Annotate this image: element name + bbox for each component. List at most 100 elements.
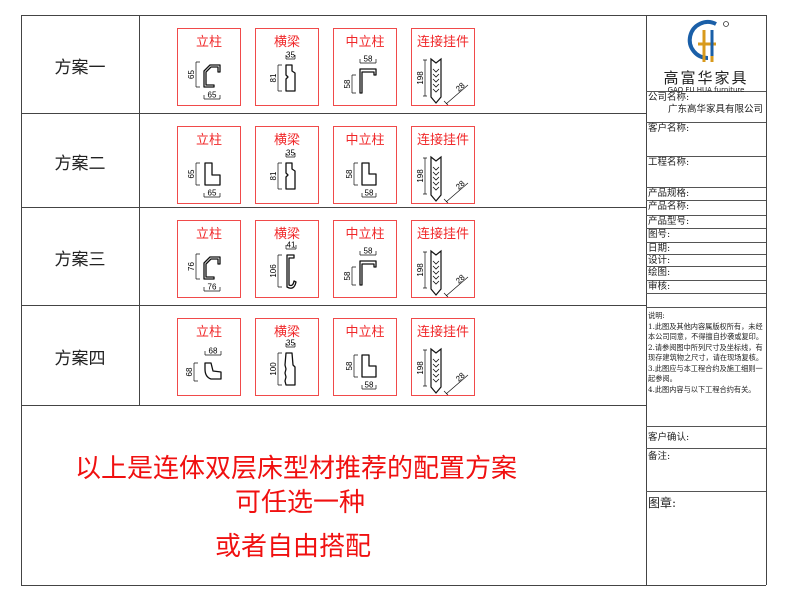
plan-label: 方案二 xyxy=(54,154,106,174)
chevron-mark xyxy=(432,68,440,73)
profile-card: 中立柱 58 58 xyxy=(333,126,397,204)
draw-label: 绘图: xyxy=(648,267,671,278)
dimension-label: 81 xyxy=(269,73,278,82)
logo-en: GAO FU HUA furniture xyxy=(667,86,745,94)
design-row: 设计: xyxy=(646,255,766,267)
profile-title: 横梁 xyxy=(273,133,300,148)
chevron-mark xyxy=(432,368,440,373)
dimension-line xyxy=(285,55,296,60)
note-item: 2.请参阅图中所列尺寸及坐标线，有现存建筑物之尺寸，请在现场复核。 xyxy=(648,342,764,363)
dimension-label: 35 xyxy=(286,51,295,60)
connector-profile xyxy=(430,57,442,104)
dimension-line xyxy=(277,254,282,288)
dimension-label: 35 xyxy=(286,149,295,158)
profile-drawing: 198 28 xyxy=(416,347,469,396)
profile-card: 连接挂件 198 28 xyxy=(411,220,475,298)
profile-drawing: 58 58 xyxy=(345,162,377,198)
profile-drawing: 41 106 xyxy=(269,241,297,289)
profile-shape xyxy=(204,362,222,380)
dimension-label: 65 xyxy=(187,169,196,178)
profile-title: 立柱 xyxy=(195,325,222,340)
name-label: 产品名称: xyxy=(648,201,690,212)
profile-card: 中立柱 58 58 xyxy=(333,318,397,396)
profile-drawing: 35 81 xyxy=(269,149,296,190)
chevron-mark xyxy=(432,166,440,171)
plan-label: 方案三 xyxy=(54,250,106,270)
profile-title: 连接挂件 xyxy=(416,133,469,148)
profile-title: 立柱 xyxy=(195,133,222,148)
dimension-line xyxy=(423,349,427,387)
dimension-label: 65 xyxy=(208,91,217,100)
model-row: 产品型号: xyxy=(646,216,766,229)
note-item: 3.此图应与本工程合约及施工细则一起参阅。 xyxy=(648,363,763,384)
dimension-label: 58 xyxy=(365,381,374,390)
seal-label: 图章: xyxy=(648,496,677,510)
dimension-line xyxy=(359,251,377,256)
dimension-line xyxy=(353,354,358,378)
dimension-line xyxy=(423,157,427,195)
chevron-mark xyxy=(432,265,440,270)
chevron-mark xyxy=(432,378,440,383)
company-value: 广东高华家具有限公司 xyxy=(667,104,763,115)
notes: 说明: 1.此图及其他内容属版权所有，未经本公司同意，不得擅自抄袭或复印。 2.… xyxy=(646,308,766,427)
dimension-line xyxy=(204,351,222,356)
dimension-line xyxy=(195,253,200,280)
summary-line-2: 可任选一种 xyxy=(235,488,366,518)
profile-drawing: 35 100 xyxy=(269,339,296,386)
divider xyxy=(21,405,646,406)
profile-card: 连接挂件 198 28 xyxy=(411,318,475,396)
profile-card: 横梁 35 81 xyxy=(255,28,319,106)
profile-shape xyxy=(204,162,221,186)
dimension-line xyxy=(351,74,356,94)
dimension-line xyxy=(203,95,221,100)
profile-card: 连接挂件 198 28 xyxy=(411,126,475,204)
chevron-mark xyxy=(432,280,440,285)
dimension-line xyxy=(361,193,377,198)
dimension-label: 198 xyxy=(416,361,425,375)
profile-title: 连接挂件 xyxy=(416,227,469,242)
dimension-line xyxy=(351,266,356,286)
profile-card: 连接挂件 198 28 xyxy=(411,28,475,106)
chevron-mark xyxy=(432,176,440,181)
spec-label: 产品规格: xyxy=(648,188,690,199)
profile-card: 立柱 68 68 xyxy=(177,318,241,396)
dimension-label: 81 xyxy=(269,171,278,180)
profile-shape xyxy=(285,64,296,92)
dimension-line xyxy=(359,59,377,64)
dimension-line xyxy=(285,245,297,250)
dimension-line xyxy=(193,362,198,382)
profile-title: 中立柱 xyxy=(345,325,385,340)
drawing-no-label: 图号: xyxy=(648,229,671,240)
chevron-mark xyxy=(432,363,440,368)
chevron-mark xyxy=(432,358,440,363)
profile-title: 横梁 xyxy=(273,227,300,242)
dimension-label: 41 xyxy=(287,241,296,250)
review-label: 审核: xyxy=(648,281,671,292)
project-row: 工程名称: xyxy=(646,157,766,188)
divider xyxy=(21,305,646,306)
dimension-label: 198 xyxy=(416,263,425,277)
dimension-label: 100 xyxy=(269,362,278,376)
profile-shape xyxy=(286,254,297,289)
chevron-mark xyxy=(432,260,440,265)
profile-shape xyxy=(361,162,377,186)
dimension-line xyxy=(443,182,469,204)
date-label: 日期: xyxy=(648,243,671,254)
plan-label: 方案一 xyxy=(54,58,106,78)
dimension-label: 76 xyxy=(208,283,217,292)
dimension-line xyxy=(195,162,200,186)
blank-row xyxy=(646,294,766,308)
dimension-label: 65 xyxy=(208,189,217,198)
profile-title: 中立柱 xyxy=(345,35,385,50)
summary-line-3: 或者自由搭配 xyxy=(215,532,372,562)
chevron-mark xyxy=(432,186,440,191)
profile-title: 立柱 xyxy=(195,35,222,50)
dimension-line xyxy=(285,153,296,158)
divider xyxy=(646,15,647,585)
divider xyxy=(21,113,646,114)
model-label: 产品型号: xyxy=(648,216,690,227)
profile-card: 横梁 41 106 xyxy=(255,220,319,298)
divider xyxy=(21,585,766,586)
name-row: 产品名称: xyxy=(646,201,766,216)
